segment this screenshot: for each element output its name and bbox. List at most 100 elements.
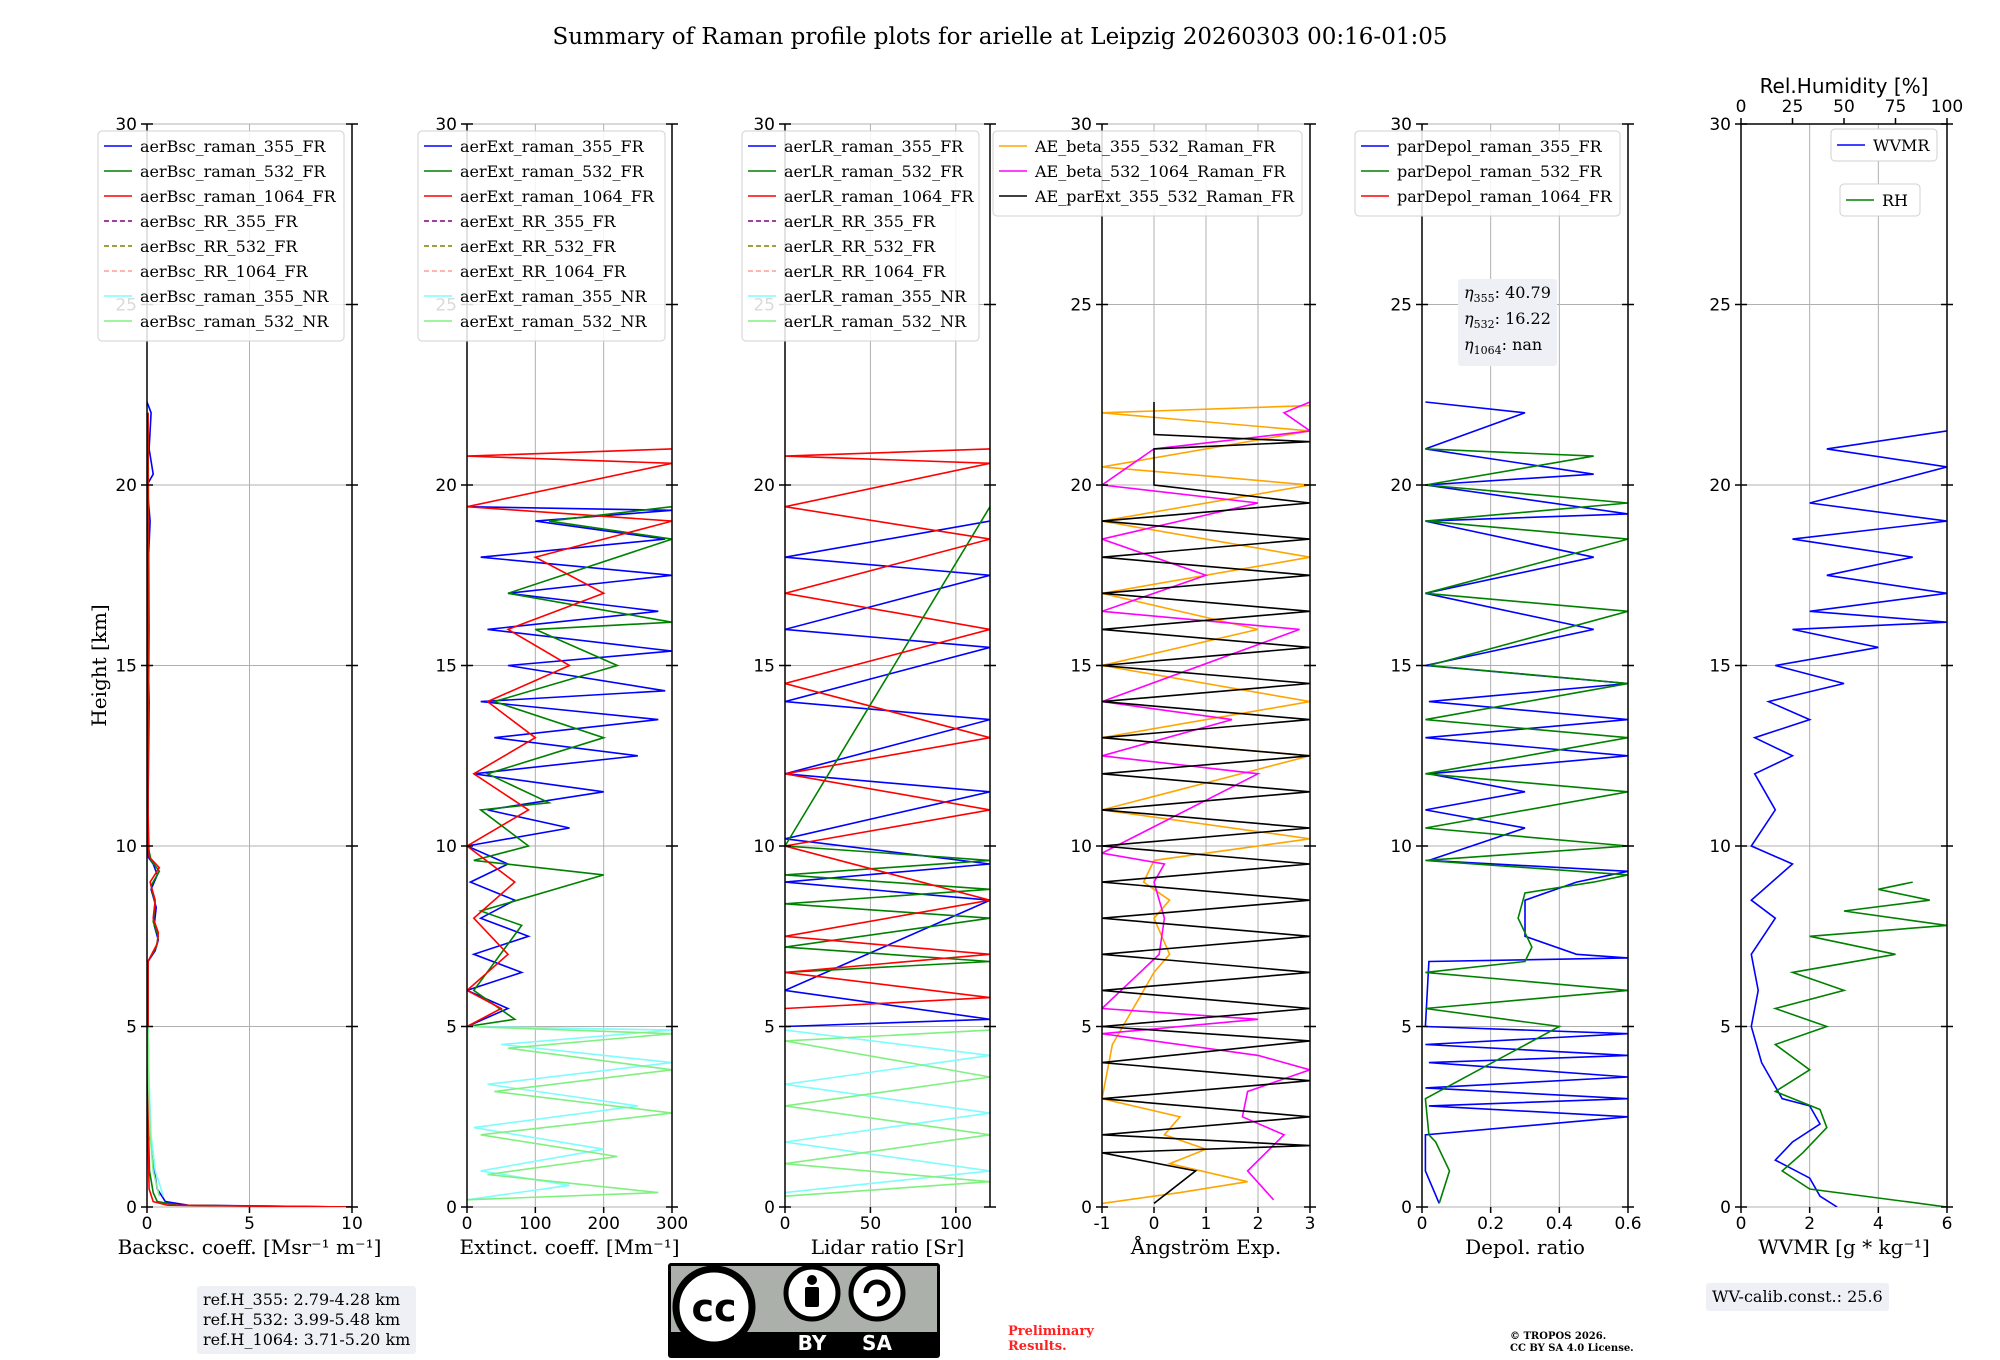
series-line-aerLR_raman_532_NR	[785, 1029, 990, 1197]
legend: WVMR RH	[1830, 128, 1938, 217]
legend: AE_beta_355_532_Raman_FR AE_beta_532_1064…	[992, 130, 1303, 217]
figure-title: Summary of Raman profile plots for ariel…	[553, 24, 1448, 50]
y-tick-label: 15	[753, 657, 775, 677]
copyright-line1: © TROPOS 2026.	[1510, 1331, 1607, 1342]
legend-label-aerExt_raman_355_FR: aerExt_raman_355_FR	[460, 137, 645, 156]
y-tick-label: 5	[1401, 1018, 1412, 1038]
x2-tick-label: 50	[1833, 97, 1855, 117]
wv-calib-box: WV-calib.const.: 25.6	[1706, 1283, 1889, 1311]
cc-icon-text: cc	[691, 1286, 736, 1330]
y-tick-label: 5	[764, 1018, 775, 1038]
series-line-aerBsc_raman_1064_FR	[147, 412, 352, 1207]
x-tick-label: 0.6	[1614, 1214, 1641, 1234]
eta-355-subscript: 355	[1473, 292, 1495, 306]
legend-frame	[992, 130, 1303, 217]
series-line-parDepol_raman_532_FR	[1424, 448, 1628, 1204]
x2-tick-label: 0	[1736, 97, 1747, 117]
eta-355-symbol: η	[1464, 283, 1474, 302]
ref-height-355: ref.H_355: 2.79-4.28 km	[203, 1290, 401, 1309]
y-tick-label: 15	[435, 657, 457, 677]
legend-label-AE_beta_355_532_Raman_FR: AE_beta_355_532_Raman_FR	[1034, 137, 1276, 156]
legend-label-aerExt_RR_355_FR: aerExt_RR_355_FR	[460, 212, 617, 231]
series-line-aerLR_raman_532_FR	[785, 506, 990, 974]
x-axis-label: WVMR [g * kg⁻¹]	[1758, 1235, 1930, 1259]
series-line-RH	[1772, 881, 1947, 1207]
y-tick-label: 10	[1390, 837, 1412, 857]
legend-label-aerLR_RR_1064_FR: aerLR_RR_1064_FR	[784, 262, 946, 281]
legend-label-aerExt_raman_532_FR: aerExt_raman_532_FR	[460, 162, 645, 181]
y-tick-label: 20	[1070, 476, 1092, 496]
legend-label-aerExt_RR_1064_FR: aerExt_RR_1064_FR	[460, 262, 627, 281]
y-tick-label: 5	[446, 1018, 457, 1038]
legend: parDepol_raman_355_FR parDepol_raman_532_…	[1354, 130, 1621, 217]
series-line-WVMR	[1750, 430, 1947, 1207]
y-tick-label: 15	[1390, 657, 1412, 677]
x-tick-label: 0	[1149, 1214, 1160, 1234]
preliminary-note: Preliminary Results.	[1008, 1324, 1094, 1354]
legend-frame	[417, 130, 666, 342]
y-tick-label: 25	[1709, 296, 1731, 316]
y-tick-label: 30	[115, 115, 137, 135]
series-line-aerExt_raman_532_FR	[467, 505, 672, 1028]
y-tick-label: 10	[115, 837, 137, 857]
legend-label-AE_parExt_355_532_Raman_FR: AE_parExt_355_532_Raman_FR	[1034, 187, 1295, 206]
x-tick-label: 100	[940, 1214, 972, 1234]
x-tick-label: 4	[1873, 1214, 1884, 1234]
x-axis-label: Backsc. coeff. [Msr⁻¹ m⁻¹]	[118, 1235, 382, 1259]
ref-height-1064: ref.H_1064: 3.71-5.20 km	[203, 1330, 411, 1349]
y-tick-label: 20	[1709, 476, 1731, 496]
series-line-aerLR_raman_355_FR	[785, 520, 990, 1028]
series-group	[467, 448, 672, 1201]
series-line-AE_beta_355_532_Raman_FR	[1102, 404, 1310, 1205]
preliminary-line2: Results.	[1008, 1339, 1067, 1354]
x-axis-label: Extinct. coeff. [Mm⁻¹]	[459, 1235, 679, 1259]
legend-label-aerBsc_raman_355_FR: aerBsc_raman_355_FR	[140, 137, 326, 156]
y-tick-label: 10	[1070, 837, 1092, 857]
legend-frame	[741, 130, 980, 342]
series-line-parDepol_raman_355_FR	[1424, 401, 1628, 1204]
legend-frame	[97, 130, 345, 342]
legend-label-aerLR_raman_355_FR: aerLR_raman_355_FR	[784, 137, 964, 156]
y-tick-label: 25	[1070, 296, 1092, 316]
y-tick-label: 0	[1401, 1198, 1412, 1218]
share-alike-icon	[848, 1264, 906, 1322]
eta-532-symbol: η	[1464, 309, 1474, 329]
y-tick-label: 15	[1070, 657, 1092, 677]
share-alike-icon-arrow	[863, 1279, 891, 1307]
legend-label-aerBsc_RR_1064_FR: aerBsc_RR_1064_FR	[140, 262, 309, 281]
x-tick-label: 0	[142, 1214, 153, 1234]
y-tick-label: 20	[753, 476, 775, 496]
legend-label-aerExt_raman_532_NR: aerExt_raman_532_NR	[460, 312, 648, 331]
eta-1064-value: : nan	[1501, 335, 1543, 355]
y-tick-label: 30	[1070, 115, 1092, 135]
legend-label-aerLR_raman_532_FR: aerLR_raman_532_FR	[784, 162, 964, 181]
y-tick-label: 0	[764, 1198, 775, 1218]
wv-calib-text: WV-calib.const.: 25.6	[1712, 1287, 1883, 1306]
legend-label-parDepol_raman_532_FR: parDepol_raman_532_FR	[1397, 162, 1603, 181]
y-tick-label: 30	[753, 115, 775, 135]
x-tick-label: 200	[587, 1214, 619, 1234]
x-tick-label: 0	[1736, 1214, 1747, 1234]
x-axis-label: Depol. ratio	[1465, 1235, 1585, 1259]
y-axis-label: Height [km]	[87, 604, 111, 726]
legend-label-aerExt_raman_1064_FR: aerExt_raman_1064_FR	[460, 187, 655, 206]
series-line-aerBsc_raman_355_NR	[147, 1026, 165, 1197]
legend-label-aerLR_raman_1064_FR: aerLR_raman_1064_FR	[784, 187, 974, 206]
series-line-AE_parExt_355_532_Raman_FR	[1102, 402, 1310, 1205]
eta-532-value: : 16.22	[1494, 309, 1551, 329]
x2-tick-label: 25	[1782, 97, 1804, 117]
x2-tick-label: 100	[1931, 97, 1963, 117]
x-tick-label: 2	[1253, 1214, 1264, 1234]
series-line-aerLR_raman_1064_FR	[785, 448, 990, 1010]
legend-label-WVMR: WVMR	[1873, 136, 1930, 155]
copyright-note: © TROPOS 2026. CC BY SA 4.0 License.	[1510, 1331, 1634, 1355]
legend-label-aerBsc_raman_355_NR: aerBsc_raman_355_NR	[140, 287, 329, 306]
legend-label-aerLR_RR_355_FR: aerLR_RR_355_FR	[784, 212, 936, 231]
x2-tick-label: 75	[1885, 97, 1907, 117]
copyright-line2: CC BY SA 4.0 License.	[1510, 1343, 1634, 1354]
legend-label-aerBsc_RR_355_FR: aerBsc_RR_355_FR	[140, 212, 298, 231]
x-tick-label: 0.2	[1477, 1214, 1504, 1234]
attribution-icon-head	[807, 1275, 817, 1285]
